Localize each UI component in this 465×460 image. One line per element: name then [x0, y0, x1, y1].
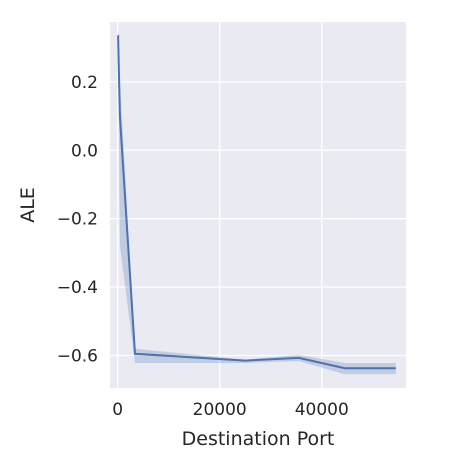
- plot-area: [110, 22, 406, 388]
- x-tick-label: 20000: [193, 400, 247, 420]
- y-tick-label: 0.2: [71, 73, 98, 93]
- x-tick-label: 40000: [295, 400, 349, 420]
- y-tick-label: −0.2: [57, 210, 98, 230]
- y-tick-label: −0.4: [57, 278, 98, 298]
- y-tick-labels: 0.2 0.0 −0.2 −0.4 −0.6: [57, 73, 98, 367]
- y-tick-label: 0.0: [71, 141, 98, 161]
- x-tick-label: 0: [112, 400, 123, 420]
- grid-lines: [110, 22, 406, 388]
- y-tick-label: −0.6: [57, 347, 98, 367]
- x-tick-labels: 0 20000 40000: [112, 400, 349, 420]
- x-axis-title: Destination Port: [182, 428, 335, 450]
- ale-series-line: [117, 34, 396, 370]
- y-axis-title: ALE: [17, 187, 39, 223]
